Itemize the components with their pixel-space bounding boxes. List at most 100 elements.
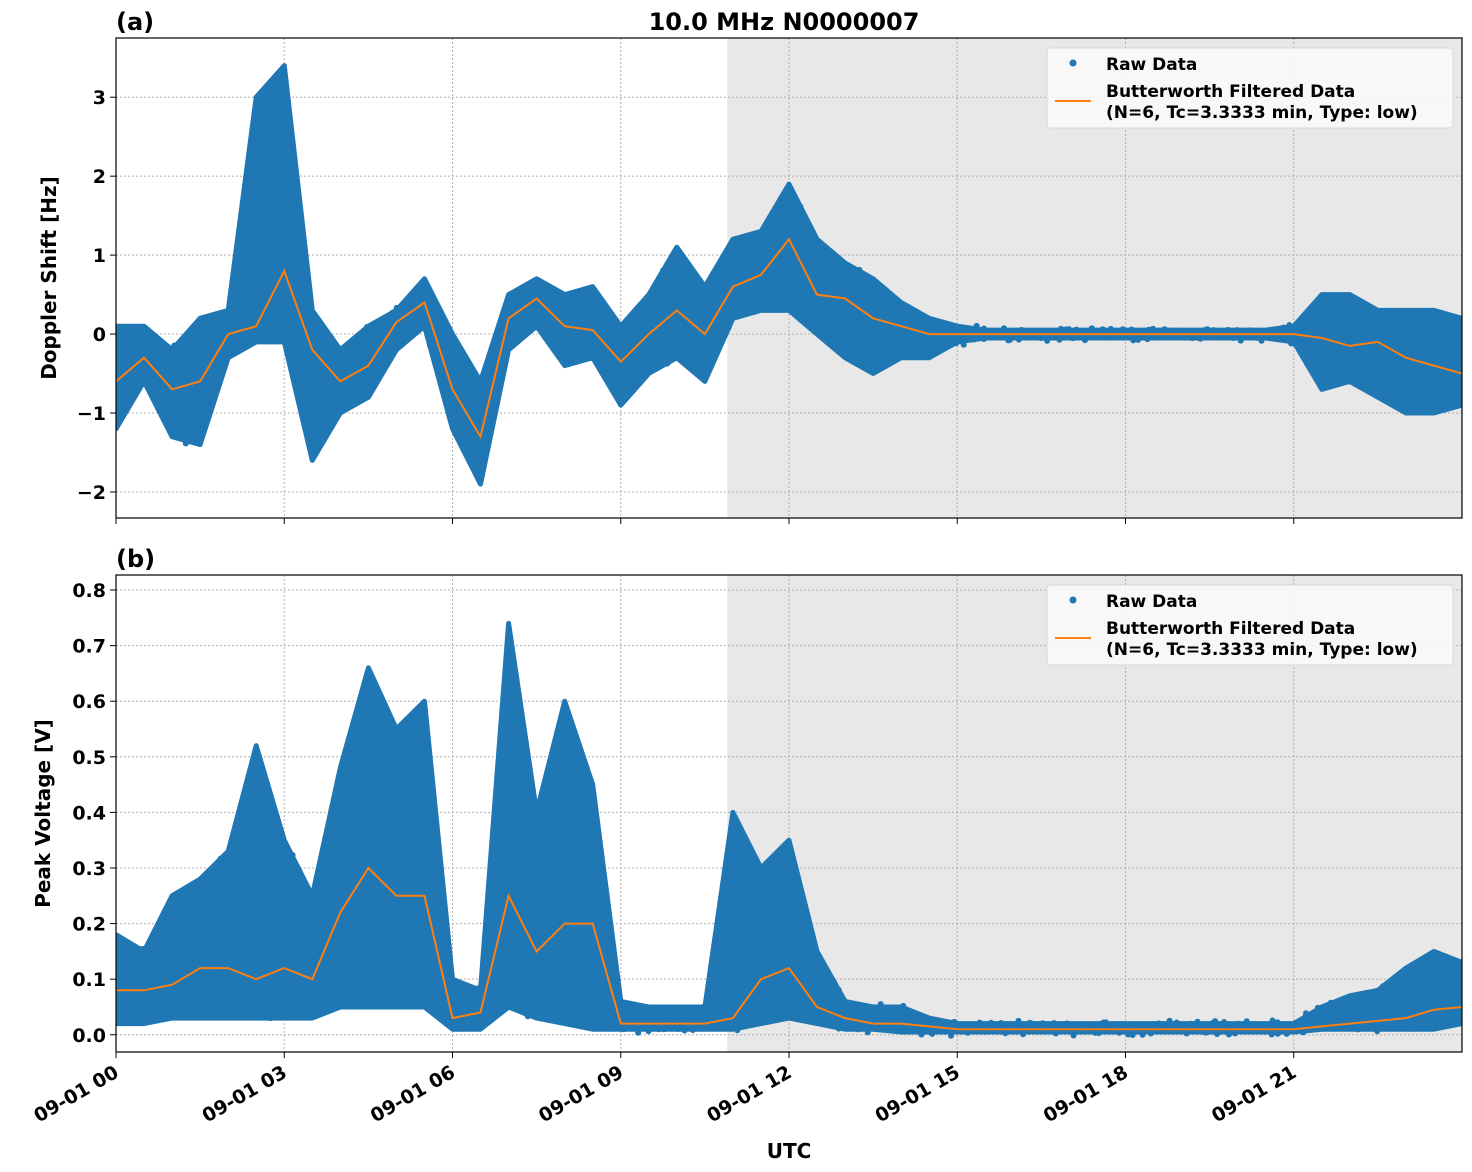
raw-data-point	[334, 400, 341, 407]
raw-data-point	[900, 310, 907, 317]
raw-data-point	[1117, 1028, 1124, 1035]
raw-data-point	[225, 339, 232, 345]
raw-data-point	[981, 1028, 988, 1035]
raw-data-point	[596, 299, 603, 306]
raw-data-point	[749, 1009, 756, 1016]
raw-data-point	[1286, 322, 1293, 328]
raw-data-point	[357, 740, 364, 747]
raw-data-point	[1221, 1019, 1228, 1025]
raw-data-point	[254, 946, 261, 953]
x-tick-label: 09-01 06	[367, 1061, 459, 1127]
raw-data-point	[290, 175, 297, 182]
raw-data-point	[1448, 334, 1455, 341]
x-tick-label: 09-01 18	[1040, 1061, 1132, 1127]
raw-data-point	[576, 299, 583, 306]
raw-data-point	[720, 283, 727, 290]
raw-data-point	[580, 942, 587, 949]
raw-data-point	[918, 1017, 925, 1024]
raw-data-point	[426, 294, 432, 301]
raw-data-point	[692, 1006, 699, 1012]
raw-data-point	[321, 389, 328, 396]
raw-data-point	[970, 336, 977, 343]
raw-data-point	[1119, 1021, 1126, 1028]
raw-data-point	[396, 873, 403, 880]
raw-data-point	[918, 1031, 925, 1038]
raw-data-point	[245, 977, 252, 984]
raw-data-point	[479, 976, 486, 983]
raw-data-point	[1365, 353, 1372, 360]
raw-data-point	[640, 308, 647, 315]
raw-data-point	[1378, 317, 1385, 324]
raw-data-point	[580, 338, 586, 345]
raw-data-point	[856, 266, 863, 273]
raw-data-point	[1401, 999, 1408, 1006]
raw-data-point	[768, 296, 775, 303]
raw-data-point	[737, 263, 744, 270]
raw-data-point	[215, 891, 222, 898]
raw-data-point	[629, 381, 636, 388]
raw-data-point	[1337, 1003, 1344, 1010]
raw-data-point	[804, 234, 811, 241]
raw-data-point	[291, 989, 297, 996]
raw-data-point	[858, 300, 864, 307]
raw-data-point	[1166, 1020, 1173, 1027]
raw-data-point	[510, 858, 517, 865]
raw-data-point	[173, 917, 180, 924]
raw-data-point	[1202, 326, 1209, 333]
raw-data-point	[262, 333, 268, 340]
raw-data-point	[1300, 346, 1306, 353]
raw-data-point	[1316, 324, 1323, 331]
raw-data-point	[239, 920, 246, 927]
y-tick-label: −1	[77, 403, 106, 425]
raw-data-point	[169, 377, 176, 384]
raw-data-point	[674, 1026, 681, 1032]
raw-data-point	[753, 304, 760, 311]
raw-data-point	[1327, 999, 1334, 1006]
raw-data-point	[169, 408, 176, 415]
raw-data-point	[467, 390, 473, 396]
raw-data-point	[312, 407, 319, 413]
raw-data-point	[870, 1016, 877, 1023]
raw-data-point	[407, 822, 414, 829]
raw-data-point	[837, 1008, 844, 1015]
raw-data-point	[259, 139, 266, 146]
raw-data-point	[995, 1021, 1002, 1028]
raw-data-point	[1304, 360, 1311, 367]
raw-data-point	[252, 888, 259, 895]
raw-data-point	[787, 253, 793, 260]
raw-data-point	[1145, 326, 1152, 333]
raw-data-point	[452, 412, 459, 419]
raw-data-point	[1088, 325, 1095, 332]
raw-data-point	[843, 273, 850, 280]
y-tick-label: 0.5	[72, 747, 106, 769]
raw-data-point	[1417, 314, 1424, 321]
raw-data-point	[460, 438, 466, 445]
legend-filtered-label: Butterworth Filtered Data	[1106, 82, 1355, 102]
y-tick-label: −2	[77, 482, 106, 504]
raw-data-point	[116, 960, 122, 967]
raw-data-point	[585, 337, 592, 344]
raw-data-point	[832, 1005, 839, 1012]
raw-data-point	[812, 318, 819, 325]
raw-data-point	[327, 920, 334, 927]
raw-data-point	[522, 783, 529, 790]
raw-data-point	[1214, 1031, 1221, 1037]
raw-data-point	[496, 785, 503, 791]
raw-data-point	[729, 874, 736, 881]
raw-data-point	[1314, 371, 1321, 378]
raw-data-point	[654, 1011, 661, 1018]
raw-data-point	[585, 833, 592, 840]
raw-data-point	[303, 318, 310, 325]
raw-data-point	[1179, 1022, 1186, 1029]
raw-data-point	[816, 326, 823, 333]
raw-data-point	[755, 961, 762, 968]
raw-data-point	[782, 291, 789, 297]
raw-data-point	[390, 739, 397, 746]
raw-data-point	[741, 937, 747, 944]
x-tick-label: 09-01 21	[1208, 1061, 1300, 1127]
raw-data-point	[478, 391, 485, 398]
raw-data-point	[1235, 1020, 1242, 1027]
raw-data-point	[866, 352, 872, 359]
raw-data-point	[179, 342, 186, 349]
raw-data-point	[174, 954, 181, 961]
